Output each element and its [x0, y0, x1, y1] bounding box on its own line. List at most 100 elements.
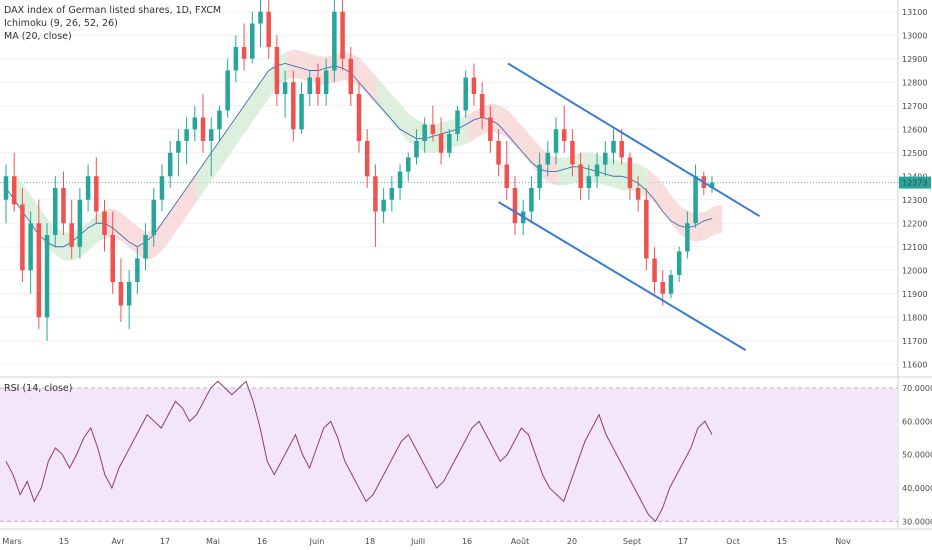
y-tick-label: 12600: [902, 125, 927, 134]
cloud-segment: [360, 58, 369, 97]
x-tick-label: Avr: [111, 537, 125, 546]
candle-body: [28, 223, 33, 271]
x-tick-label: 17: [678, 537, 688, 546]
candle-body: [619, 141, 624, 158]
y-tick-label: 12900: [902, 55, 927, 64]
axes: 1310013000129001280012700126001250012400…: [2, 8, 932, 546]
x-tick-label: 17: [160, 537, 170, 546]
ichimoku-legend: Ichimoku (9, 26, 52, 26): [4, 18, 118, 29]
cloud-segment: [713, 204, 722, 235]
candle-body: [332, 11, 337, 71]
trend-lines: [498, 62, 761, 352]
candle-body: [594, 164, 600, 177]
candle-body: [405, 157, 411, 172]
candle-body: [504, 164, 510, 188]
rsi-tick-label: 60.0000: [902, 417, 932, 426]
candle-body: [389, 188, 395, 200]
cloud-segment: [368, 68, 378, 106]
candle-body: [143, 235, 148, 259]
rsi-legend: RSI (14, close): [4, 383, 73, 394]
candle-body: [447, 133, 452, 153]
cloud-segment: [245, 91, 254, 132]
y-tick-label: 13100: [902, 8, 927, 17]
cloud-segment: [352, 54, 361, 87]
candle-body: [266, 11, 271, 47]
candle-body: [430, 124, 436, 134]
cloud-segment: [508, 110, 517, 149]
y-tick-label: 12800: [902, 78, 927, 87]
candle-body: [603, 152, 608, 165]
chart-title: DAX index of German listed shares, 1D, F…: [4, 5, 222, 16]
candle-body: [537, 164, 542, 188]
candle-body: [176, 141, 181, 153]
y-tick-label: 11900: [902, 290, 927, 299]
rsi-band: [0, 388, 898, 522]
candle-body: [364, 141, 370, 177]
grid-layer: [0, 0, 932, 530]
candle-body: [11, 176, 17, 205]
candle-body: [36, 223, 42, 318]
rsi-tick-label: 50.0000: [902, 451, 932, 460]
candle-body: [455, 110, 460, 134]
ichimoku-cloud: [15, 49, 722, 261]
cloud-segment: [262, 68, 271, 109]
cloud-segment: [196, 162, 205, 203]
candle-body: [709, 182, 715, 188]
candle-body: [151, 199, 157, 235]
candle-body: [381, 199, 386, 212]
candle-body: [241, 47, 247, 59]
cloud-segment: [459, 115, 468, 146]
x-tick-label: Mai: [206, 537, 220, 546]
rsi-line: [5, 380, 713, 523]
candle-body: [258, 11, 263, 24]
candle-body: [668, 274, 674, 294]
cloud-segment: [163, 209, 172, 250]
candle-body: [167, 152, 173, 177]
cloud-segment: [122, 213, 131, 250]
candle-body: [52, 188, 58, 235]
cloud-segment: [672, 197, 681, 235]
candle-body: [85, 176, 91, 200]
y-tick-label: 11800: [902, 313, 927, 322]
candle-body: [250, 23, 255, 59]
candle-body: [561, 129, 567, 141]
cloud-segment: [188, 173, 197, 214]
y-tick-label: 13000: [902, 31, 927, 40]
candle-body: [340, 11, 345, 59]
y-tick-label: 12300: [902, 196, 927, 205]
cloud-segment: [393, 96, 402, 134]
candle-body: [307, 77, 313, 94]
candle-body: [488, 117, 493, 141]
cloud-segment: [615, 159, 624, 191]
cloud-segment: [294, 49, 304, 80]
x-tick-label: Nov: [835, 537, 851, 546]
candle-body: [61, 188, 66, 224]
y-tick-label: 12200: [902, 219, 927, 228]
y-tick-label: 11600: [902, 360, 927, 369]
candle-body: [3, 176, 9, 200]
y-tick-label: 12500: [902, 149, 927, 158]
cloud-segment: [212, 138, 222, 179]
x-tick-label: 18: [365, 537, 375, 546]
candles: [3, 0, 715, 341]
candle-body: [479, 94, 485, 118]
y-tick-label: 12700: [902, 102, 927, 111]
candle-body: [192, 117, 198, 130]
cloud-segment: [171, 197, 181, 238]
candle-body: [77, 199, 83, 247]
candle-body: [126, 282, 132, 306]
x-tick-label: 16: [257, 537, 267, 546]
cloud-segment: [56, 227, 66, 261]
candle-body: [110, 235, 115, 282]
candle-body: [652, 258, 657, 282]
candle-body: [553, 129, 559, 153]
candle-body: [644, 199, 649, 259]
candle-body: [217, 110, 222, 130]
candle-body: [685, 223, 690, 252]
cloud-segment: [697, 211, 706, 243]
candle-body: [200, 117, 206, 141]
candle-body: [397, 171, 403, 188]
candle-body: [611, 141, 616, 153]
candle-body: [373, 176, 378, 212]
